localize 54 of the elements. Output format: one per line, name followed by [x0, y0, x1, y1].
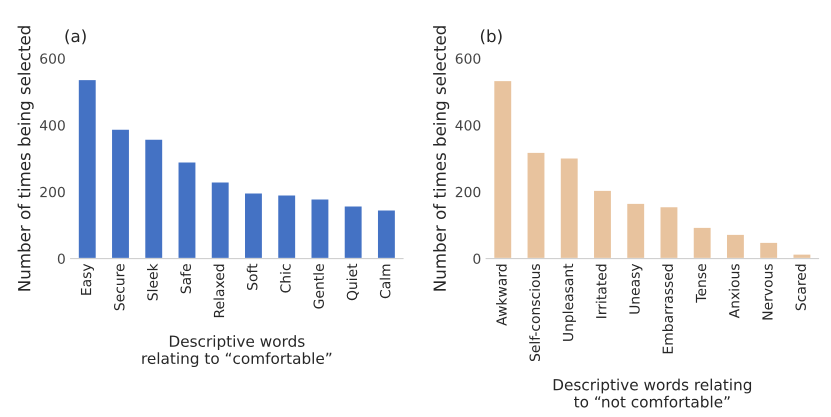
x-tick-label: Unpleasant [562, 264, 576, 341]
y-tick-label: 0 [58, 254, 65, 264]
x-tick-label: Sleek [147, 263, 158, 300]
bar [310, 198, 330, 259]
bar [177, 161, 197, 259]
x-tick-label: Uneasy [629, 264, 642, 314]
x-tick-label: Tense [696, 264, 706, 303]
bar [659, 206, 679, 259]
y-tick-label: 200 [40, 186, 65, 198]
bar [726, 233, 746, 259]
chart-title: (a) [65, 29, 86, 44]
x-tick-label: Nervous [762, 264, 773, 320]
x-tick-label: Anxious [728, 264, 740, 318]
bar [343, 205, 364, 259]
chart-title: (b) [480, 29, 502, 44]
y-tick-label: 600 [456, 53, 480, 64]
bar [692, 226, 712, 259]
x-tick-label: Secure [114, 264, 125, 310]
bar [758, 242, 779, 259]
bar [492, 80, 513, 259]
y-axis-title: Number of times being selected [18, 26, 34, 291]
y-axis-title: Number of times being selected [433, 26, 450, 291]
y-tick-label: 200 [456, 186, 480, 198]
y-tick-label: 600 [40, 53, 65, 64]
bar [244, 192, 264, 259]
x-tick-label: Irritated [596, 264, 607, 318]
x-tick-label: Soft [246, 264, 258, 290]
x-tick-label: Calm [380, 264, 390, 298]
x-tick-label: Relaxed [213, 264, 224, 318]
bar [77, 78, 98, 259]
bar [210, 181, 230, 259]
bar [526, 151, 546, 259]
bar [792, 253, 812, 259]
x-tick-label: Easy [80, 264, 94, 295]
x-tick-label: Gentle [313, 264, 324, 309]
y-tick-label: 400 [455, 120, 480, 131]
bar [626, 202, 646, 259]
x-tick-label: Scared [795, 264, 806, 310]
bar [592, 189, 612, 259]
x-tick-label: Embarrassed [662, 264, 673, 354]
x-tick-label: Awkward [496, 264, 507, 326]
x-tick-label: Safe [180, 264, 192, 294]
x-tick-label: Chic [280, 264, 291, 293]
bar [144, 138, 164, 259]
x-tick-label: Quiet [346, 264, 359, 300]
bar [110, 128, 130, 259]
x-axis-title: Descriptive words relating to “not comfortable” [554, 378, 752, 408]
bar [376, 209, 396, 259]
x-axis-title: Descriptive words relating to “comfortable” [142, 335, 332, 368]
y-tick-label: 0 [473, 254, 480, 264]
y-tick-label: 400 [40, 120, 65, 131]
bar [559, 157, 580, 259]
bar [276, 194, 297, 259]
x-tick-label: Self-conscious [529, 264, 540, 362]
